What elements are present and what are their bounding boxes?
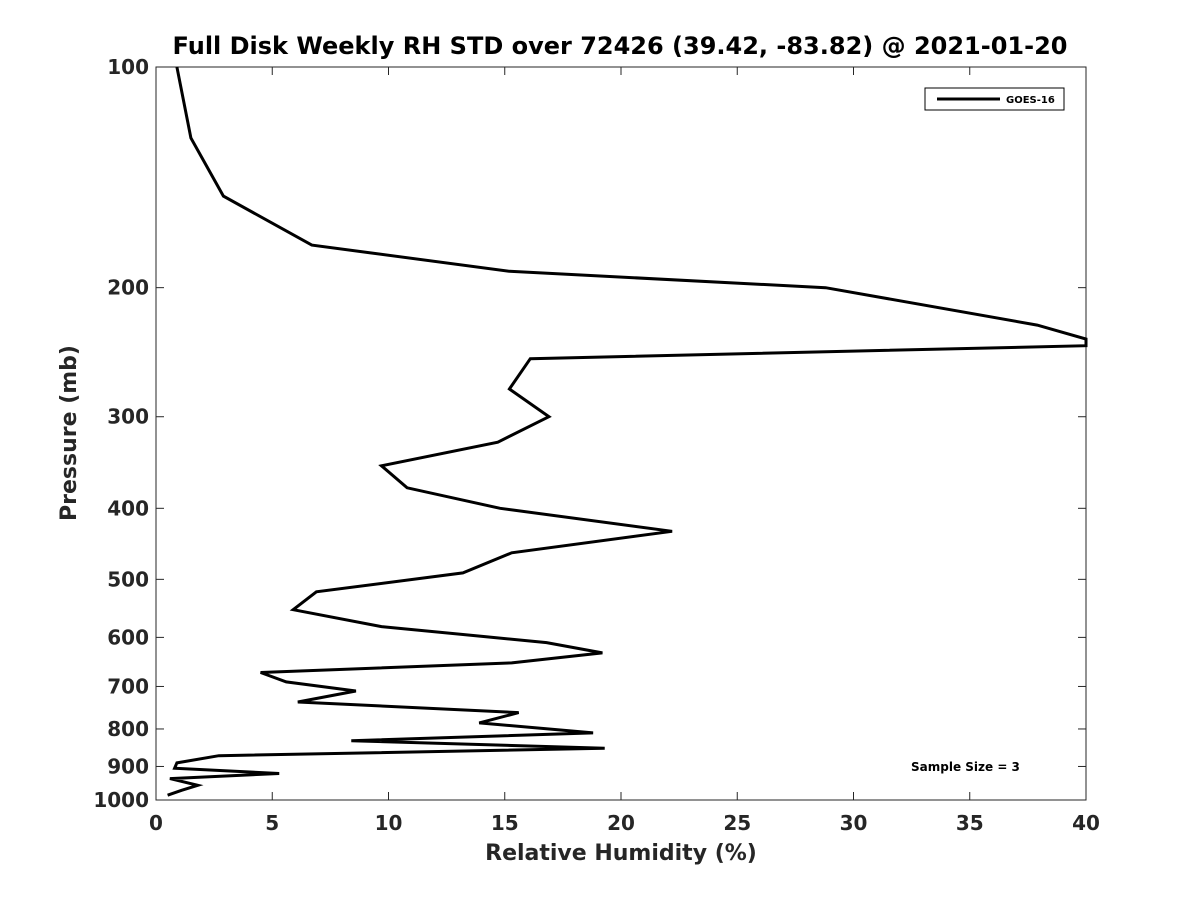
y-tick-label: 900 [107, 754, 149, 778]
y-tick-label: 500 [107, 567, 149, 591]
y-tick-label: 300 [107, 405, 149, 429]
series-line-goes16 [167, 66, 1088, 797]
y-axis-ticks: 100 200 300 400 500 600 700 800 900 1000 [93, 55, 1086, 812]
x-tick-label: 20 [607, 811, 635, 835]
x-axis-ticks: 0 5 10 15 20 25 30 35 40 [149, 67, 1100, 835]
legend-label: GOES-16 [1006, 95, 1055, 106]
y-tick-label: 200 [107, 276, 149, 300]
x-tick-label: 40 [1072, 811, 1100, 835]
y-tick-label: 800 [107, 717, 149, 741]
sample-size-annotation: Sample Size = 3 [911, 760, 1020, 774]
y-tick-label: 400 [107, 496, 149, 520]
plot-frame [155, 66, 1087, 801]
x-tick-label: 10 [375, 811, 403, 835]
x-axis-label: Relative Humidity (%) [485, 841, 757, 866]
y-tick-label: 700 [107, 674, 149, 698]
series-group [167, 66, 1088, 797]
y-tick-label: 1000 [93, 788, 149, 812]
x-tick-label: 35 [956, 811, 984, 835]
x-tick-label: 30 [840, 811, 868, 835]
y-tick-label: 100 [107, 55, 149, 79]
axes [155, 66, 1087, 801]
x-tick-label: 15 [491, 811, 519, 835]
x-tick-label: 0 [149, 811, 163, 835]
x-tick-label: 25 [723, 811, 751, 835]
legend: GOES-16 [924, 87, 1065, 111]
y-axis-label: Pressure (mb) [57, 345, 82, 521]
chart-title: Full Disk Weekly RH STD over 72426 (39.4… [173, 32, 1068, 60]
y-tick-label: 600 [107, 625, 149, 649]
x-tick-label: 5 [265, 811, 279, 835]
